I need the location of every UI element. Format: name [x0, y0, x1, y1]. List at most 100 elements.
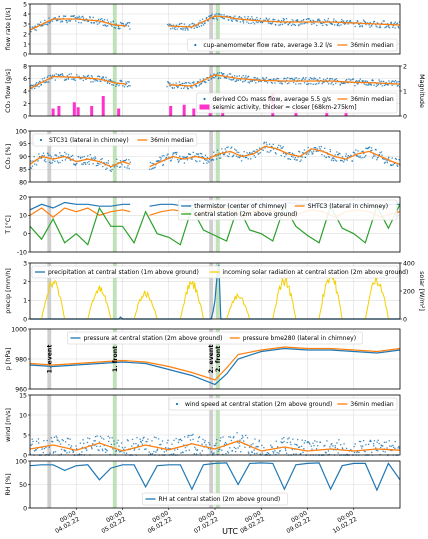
scatter-point	[54, 451, 57, 453]
scatter-point	[283, 440, 285, 443]
scatter-point	[119, 27, 121, 30]
scatter-point	[201, 153, 203, 155]
scatter-point	[169, 82, 171, 84]
scatter-point	[316, 441, 318, 443]
scatter-point	[175, 437, 177, 440]
scatter-point	[265, 80, 267, 83]
scatter-point	[160, 443, 162, 446]
scatter-point	[302, 19, 304, 21]
scatter-point	[59, 74, 62, 76]
scatter-point	[102, 449, 104, 452]
scatter-point	[357, 83, 359, 85]
series-line	[29, 15, 401, 31]
y-tick-label: 0	[23, 113, 27, 120]
scatter-point	[188, 153, 190, 155]
scatter-point	[213, 73, 215, 75]
scatter-point	[82, 17, 85, 19]
scatter-point	[236, 151, 238, 153]
scatter-point	[118, 166, 121, 168]
scatter-point	[123, 448, 125, 451]
scatter-point	[226, 146, 228, 149]
y-tick-label: 50	[19, 482, 27, 489]
scatter-point	[249, 446, 251, 448]
scatter-point	[200, 82, 203, 84]
scatter-point	[127, 25, 130, 27]
scatter-point	[385, 441, 387, 443]
scatter-point	[75, 163, 77, 166]
scatter-point	[284, 447, 287, 450]
y2-tick-label: 2	[403, 63, 407, 70]
scatter-point	[314, 78, 317, 80]
scatter-point	[250, 158, 252, 160]
scatter-point	[392, 25, 394, 27]
scatter-point	[225, 150, 227, 152]
scatter-point	[83, 155, 85, 158]
scatter-point	[210, 74, 212, 76]
scatter-point	[87, 20, 90, 23]
scatter-point	[265, 17, 267, 19]
scatter-point	[117, 439, 119, 441]
scatter-point	[302, 451, 304, 453]
scatter-point	[381, 80, 383, 82]
scatter-point	[255, 82, 257, 84]
scatter-point	[269, 22, 271, 24]
scatter-point	[189, 434, 191, 437]
scatter-point	[50, 75, 52, 77]
scatter-point	[116, 165, 118, 167]
scatter-point	[46, 81, 48, 83]
scatter-point	[244, 77, 246, 79]
scatter-point	[97, 449, 99, 451]
y-tick-label: 0	[23, 316, 27, 323]
scatter-point	[87, 75, 89, 77]
scatter-point	[327, 20, 329, 22]
scatter-point	[342, 20, 344, 22]
scatter-point	[120, 450, 122, 453]
scatter-point	[332, 445, 334, 447]
scatter-point	[218, 448, 220, 451]
scatter-point	[52, 452, 55, 454]
scatter-point	[378, 26, 380, 29]
scatter-point	[43, 160, 46, 162]
scatter-point	[196, 81, 199, 83]
scatter-point	[249, 18, 251, 20]
scatter-point	[379, 26, 382, 29]
scatter-point	[181, 439, 183, 442]
scatter-point	[225, 452, 227, 455]
legend-frame	[196, 92, 398, 114]
scatter-point	[59, 152, 61, 154]
scatter-point	[313, 20, 315, 22]
scatter-point	[42, 152, 45, 154]
scatter-point	[226, 155, 229, 157]
scatter-point	[333, 24, 336, 26]
scatter-point	[73, 78, 75, 81]
panel-frame	[29, 394, 401, 456]
scatter-point	[373, 84, 375, 86]
scatter-point	[304, 78, 306, 80]
scatter-point	[87, 437, 89, 439]
scatter-point	[199, 452, 201, 454]
scatter-point	[88, 437, 91, 440]
scatter-point	[289, 151, 291, 154]
scatter-point	[184, 446, 187, 449]
scatter-point	[388, 440, 390, 442]
scatter-point	[291, 152, 294, 155]
scatter-point	[49, 452, 51, 454]
scatter-point	[196, 160, 198, 163]
scatter-point	[39, 81, 41, 83]
scatter-point	[157, 159, 159, 162]
scatter-point	[111, 25, 113, 27]
scatter-point	[166, 23, 169, 26]
y-tick-label: 90	[19, 154, 27, 161]
scatter-point	[52, 159, 54, 162]
scatter-point	[279, 24, 281, 26]
scatter-point	[263, 142, 265, 145]
scatter-point	[185, 450, 187, 452]
scatter-point	[226, 74, 228, 76]
scatter-point	[331, 81, 333, 84]
scatter-point	[140, 441, 142, 443]
scatter-point	[34, 449, 37, 451]
scatter-point	[327, 153, 329, 156]
scatter-point	[228, 15, 231, 18]
scatter-point	[357, 150, 359, 152]
scatter-point	[228, 73, 231, 75]
